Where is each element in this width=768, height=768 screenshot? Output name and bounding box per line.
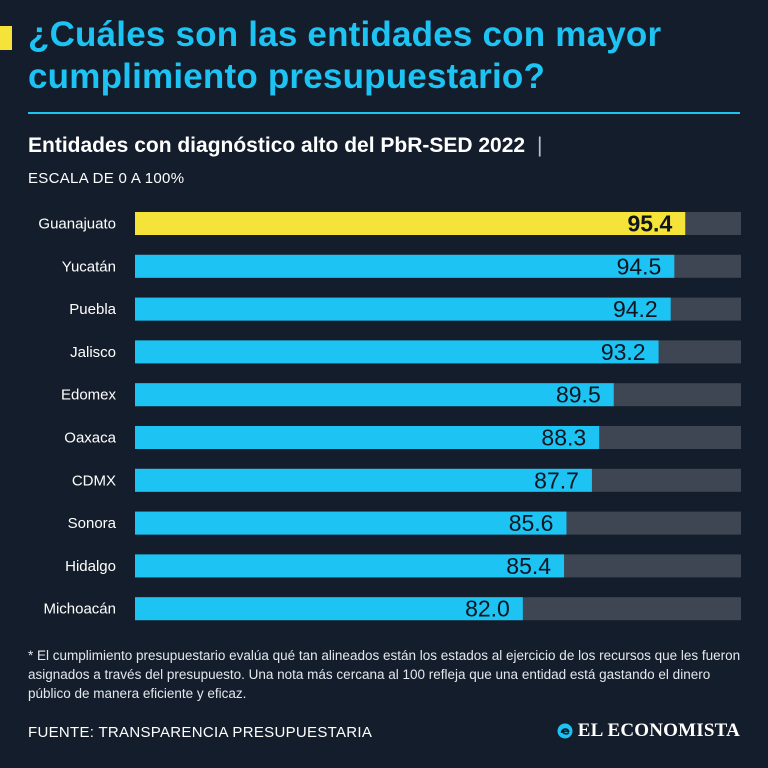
category-label: Hidalgo: [65, 558, 116, 575]
brand-name: EL ECONOMISTA: [577, 720, 740, 741]
category-label: Guanajuato: [38, 216, 116, 233]
bar-highlighted: [135, 212, 686, 235]
value-label: 85.4: [506, 553, 551, 579]
bar: [135, 597, 523, 621]
page-title: ¿Cuáles son las entidades con mayor cump…: [28, 15, 662, 96]
category-label: CDMX: [72, 472, 116, 489]
value-label: 94.5: [617, 253, 662, 279]
subtitle-separator: |: [536, 134, 543, 157]
bar: [135, 297, 671, 321]
category-label: Michoacán: [43, 601, 116, 618]
value-label: 82.0: [465, 596, 510, 622]
value-label: 95.4: [627, 211, 672, 237]
value-label: 94.2: [613, 296, 658, 322]
value-label: 88.3: [541, 425, 586, 451]
bar: [135, 340, 659, 364]
value-label: 93.2: [601, 339, 646, 365]
bar: [135, 554, 565, 578]
category-label: Sonora: [68, 515, 117, 532]
bar: [135, 426, 600, 449]
category-label: Edomex: [61, 387, 117, 404]
source-credit: FUENTE: TRANSPARENCIA PRESUPUESTARIA: [28, 724, 373, 741]
chart-subtitle: Entidades con diagnóstico alto del PbR-S…: [28, 134, 542, 158]
category-label: Yucatán: [62, 258, 116, 275]
value-label: 89.5: [556, 382, 601, 408]
category-label: Oaxaca: [64, 430, 116, 447]
category-label: Jalisco: [70, 344, 116, 361]
value-label: 87.7: [534, 467, 579, 493]
bar-chart: Guanajuato 95.4 Yucatán 94.5 Puebla 94.2 Jalis…: [38, 211, 741, 622]
chart-subtitle-text: Entidades con diagnóstico alto del PbR-S…: [28, 134, 526, 157]
bar: [135, 254, 675, 278]
bar: [135, 511, 567, 535]
brand: EL ECONOMISTA: [557, 720, 740, 742]
bar: [135, 468, 592, 492]
scale-note: ESCALA DE 0 A 100%: [28, 170, 185, 187]
footnote: * El cumplimiento presupuestario evalúa …: [28, 648, 741, 701]
category-label: Puebla: [69, 301, 116, 318]
value-label: 85.6: [509, 510, 554, 536]
bar: [135, 383, 614, 407]
el-economista-logo-icon: [557, 723, 573, 739]
title-divider: [28, 112, 740, 114]
title-accent-mark: [0, 26, 12, 50]
